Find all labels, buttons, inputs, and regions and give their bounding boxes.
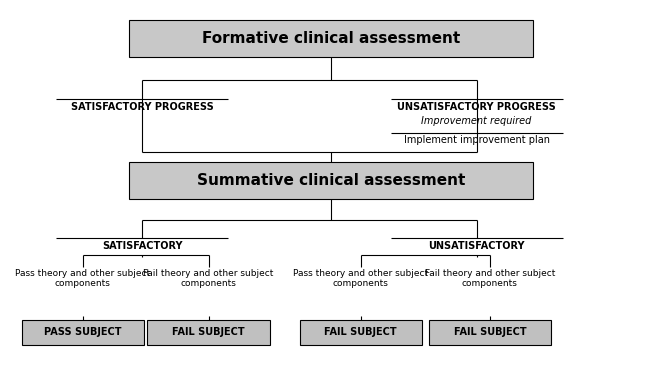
Text: UNSATISFACTORY: UNSATISFACTORY [428,241,525,251]
FancyBboxPatch shape [429,320,551,345]
FancyBboxPatch shape [129,20,533,57]
Text: Implement improvement plan: Implement improvement plan [404,135,549,145]
Text: Fail theory and other subject
components: Fail theory and other subject components [425,269,555,289]
Text: SATISFACTORY: SATISFACTORY [102,241,183,251]
Text: Fail theory and other subject
components: Fail theory and other subject components [144,269,273,289]
FancyBboxPatch shape [21,320,144,345]
Text: Improvement required: Improvement required [422,116,532,126]
Text: UNSATISFACTORY PROGRESS: UNSATISFACTORY PROGRESS [397,102,556,112]
Text: Pass theory and other subject
components: Pass theory and other subject components [15,269,150,289]
Text: FAIL SUBJECT: FAIL SUBJECT [453,328,526,337]
Text: Formative clinical assessment: Formative clinical assessment [202,30,460,46]
Text: Summative clinical assessment: Summative clinical assessment [197,173,465,188]
FancyBboxPatch shape [299,320,422,345]
FancyBboxPatch shape [129,162,533,199]
Text: PASS SUBJECT: PASS SUBJECT [44,328,122,337]
Text: SATISFACTORY PROGRESS: SATISFACTORY PROGRESS [71,102,214,112]
FancyBboxPatch shape [148,320,270,345]
Text: Pass theory and other subject
components: Pass theory and other subject components [293,269,428,289]
Text: FAIL SUBJECT: FAIL SUBJECT [172,328,245,337]
Text: FAIL SUBJECT: FAIL SUBJECT [324,328,397,337]
